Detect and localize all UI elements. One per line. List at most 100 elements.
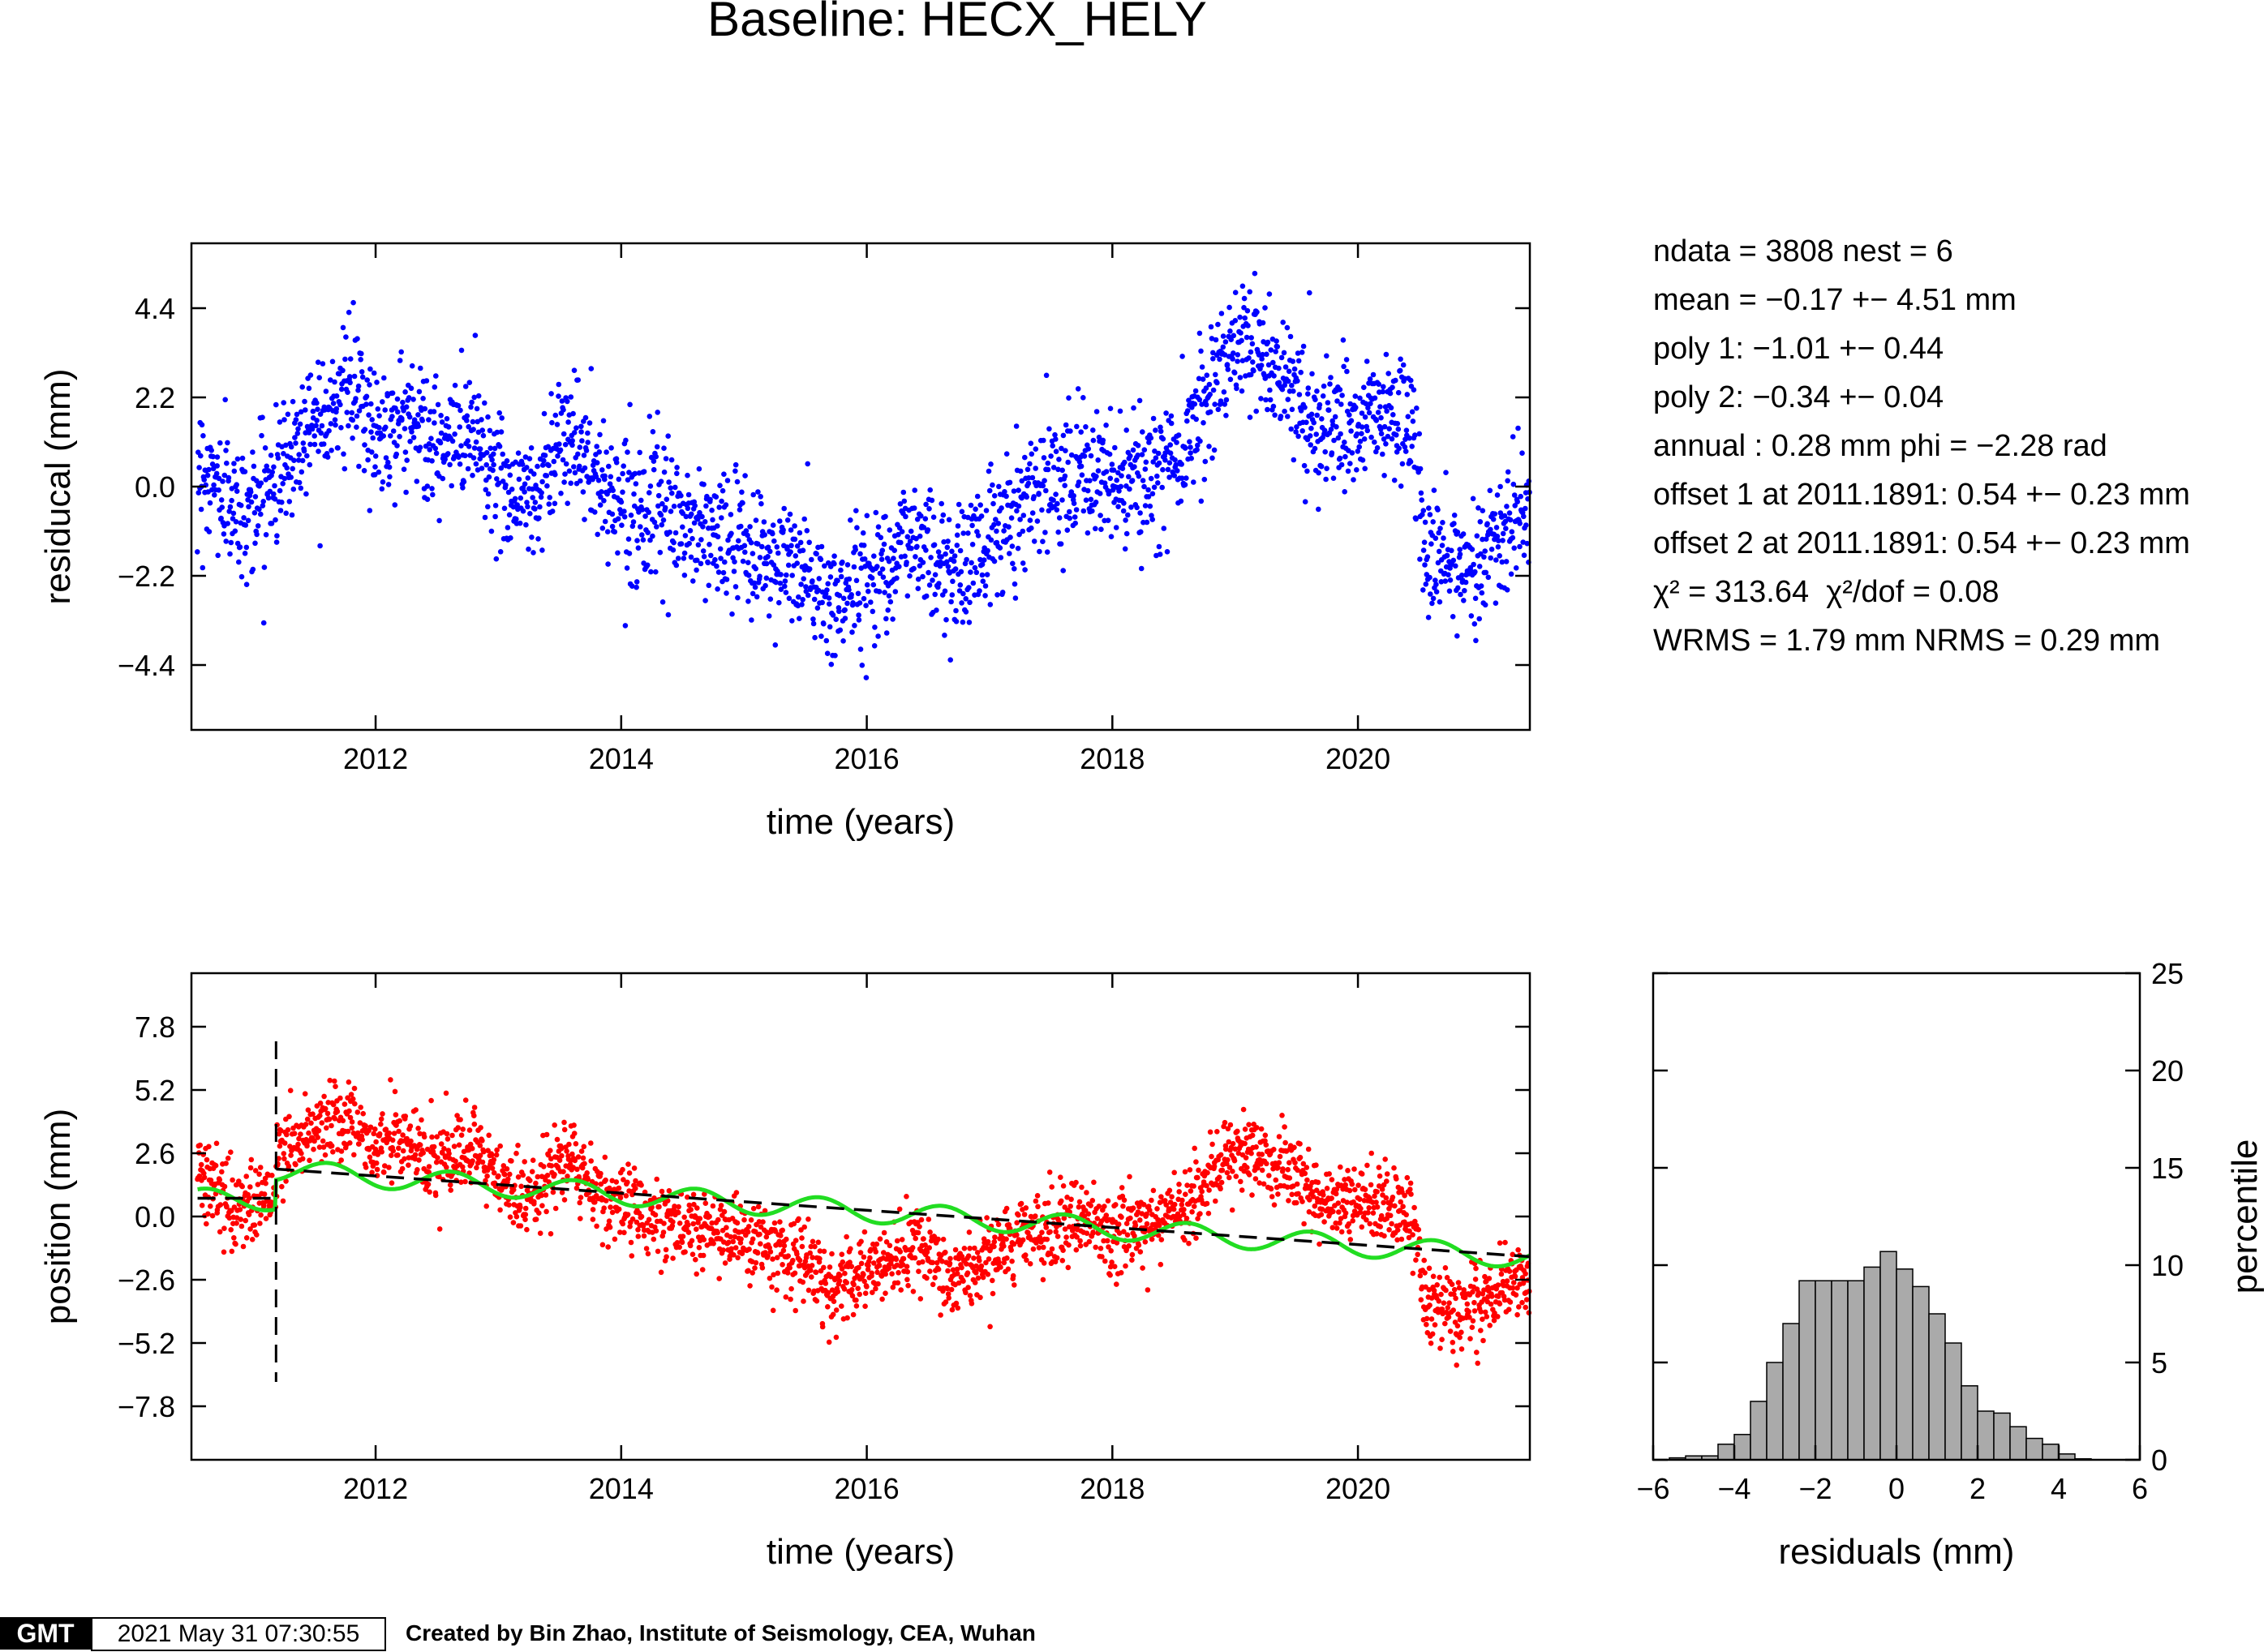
- data-point: [959, 600, 964, 606]
- data-point: [1292, 1160, 1298, 1165]
- data-point: [226, 508, 233, 514]
- data-point: [485, 414, 491, 420]
- data-point: [829, 1251, 835, 1257]
- data-point: [1304, 436, 1311, 443]
- data-point: [326, 1116, 333, 1122]
- data-point: [1248, 335, 1254, 341]
- data-point: [599, 489, 604, 495]
- data-point: [458, 347, 465, 354]
- data-point: [616, 476, 622, 483]
- data-point: [550, 1189, 556, 1195]
- data-point: [1234, 385, 1239, 392]
- data-point: [1173, 461, 1179, 468]
- data-point: [693, 1256, 698, 1263]
- data-point: [1024, 494, 1029, 500]
- data-point: [895, 1280, 901, 1286]
- data-point: [1179, 1202, 1185, 1208]
- data-point: [198, 1161, 204, 1168]
- data-point: [771, 1272, 776, 1278]
- data-point: [826, 1339, 832, 1345]
- data-point: [1454, 529, 1461, 535]
- data-point: [1081, 1213, 1088, 1219]
- data-point: [623, 1193, 629, 1199]
- data-point: [333, 1083, 338, 1089]
- data-point: [303, 1122, 309, 1127]
- data-point: [1433, 535, 1439, 541]
- data-point: [1263, 397, 1269, 403]
- data-point: [483, 487, 489, 493]
- data-point: [1254, 1125, 1260, 1131]
- data-point: [827, 1264, 833, 1270]
- data-point: [1167, 442, 1173, 448]
- data-point: [380, 479, 386, 485]
- data-point: [401, 466, 407, 472]
- data-point: [838, 567, 844, 573]
- data-point: [1368, 434, 1374, 440]
- data-point: [1220, 333, 1226, 339]
- data-point: [588, 1140, 594, 1146]
- data-point: [844, 1280, 849, 1285]
- data-point: [486, 1132, 492, 1139]
- data-point: [945, 1291, 951, 1297]
- data-point: [1105, 1198, 1111, 1204]
- data-point: [1265, 339, 1271, 345]
- data-point: [807, 1250, 813, 1256]
- data-point: [263, 1180, 268, 1186]
- data-point: [209, 461, 216, 467]
- data-point: [574, 1166, 580, 1173]
- data-point: [1506, 510, 1513, 516]
- data-point: [925, 527, 931, 533]
- data-point: [271, 491, 277, 497]
- data-point: [1362, 466, 1368, 472]
- data-point: [1025, 480, 1032, 487]
- data-point: [663, 1247, 669, 1253]
- data-point: [378, 1121, 384, 1127]
- data-point: [277, 1143, 283, 1149]
- data-point: [342, 356, 348, 363]
- data-point: [1437, 526, 1443, 531]
- data-point: [333, 393, 340, 399]
- data-point: [1076, 459, 1083, 465]
- data-point: [1108, 1248, 1114, 1254]
- data-point: [907, 573, 913, 579]
- data-point: [1132, 1222, 1139, 1229]
- data-point: [897, 501, 904, 507]
- data-point: [1295, 350, 1301, 356]
- data-point: [715, 523, 720, 529]
- data-point: [1305, 385, 1312, 391]
- data-point: [1244, 1165, 1250, 1170]
- data-point: [1164, 549, 1171, 555]
- data-point: [1321, 427, 1328, 433]
- data-point: [1398, 356, 1403, 363]
- data-point: [915, 586, 921, 591]
- data-point: [751, 580, 758, 586]
- data-point: [586, 420, 593, 426]
- data-point: [969, 522, 975, 529]
- data-point: [883, 630, 890, 636]
- data-point: [1333, 1220, 1338, 1226]
- data-point: [524, 1226, 530, 1233]
- data-point: [1155, 450, 1162, 457]
- data-point: [538, 494, 544, 500]
- data-point: [939, 518, 945, 524]
- data-point: [979, 572, 986, 578]
- data-point: [780, 527, 786, 533]
- data-point: [771, 538, 777, 544]
- data-point: [650, 429, 656, 435]
- data-point: [1138, 529, 1144, 535]
- data-point: [426, 1164, 432, 1169]
- data-point: [296, 452, 303, 457]
- data-point: [456, 1142, 462, 1148]
- data-point: [210, 466, 217, 472]
- data-point: [1249, 1132, 1256, 1139]
- data-point: [568, 480, 573, 487]
- data-point: [1083, 497, 1089, 503]
- data-point: [783, 590, 789, 595]
- data-point: [810, 620, 817, 627]
- data-point: [837, 627, 844, 633]
- data-point: [303, 407, 308, 413]
- data-point: [659, 599, 666, 605]
- data-point: [1176, 1189, 1182, 1195]
- data-point: [1380, 451, 1385, 457]
- data-point: [951, 558, 957, 564]
